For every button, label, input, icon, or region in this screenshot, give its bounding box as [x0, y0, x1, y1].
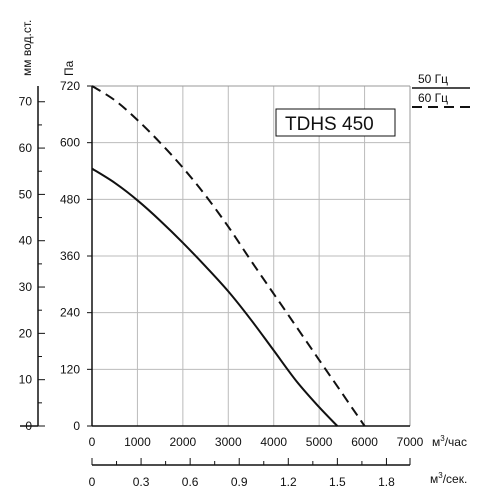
y-tick-label-mm-30: 30 — [19, 280, 33, 294]
grid — [92, 86, 410, 426]
series-line-50hz — [91, 167, 339, 427]
y-axis-pa-label: Па — [62, 60, 76, 76]
legend: 50 Гц 60 Гц — [412, 72, 470, 108]
x2-tick-label-1.5: 1.5 — [329, 475, 346, 489]
x-tick-label-0: 0 — [89, 435, 96, 449]
x2-tick-label-1.8: 1.8 — [378, 475, 395, 489]
legend-label-50hz: 50 Гц — [418, 72, 448, 86]
y-tick-label-mm-20: 20 — [19, 326, 33, 340]
y-axis-pa: 0 120 240 360 480 600 720 — [60, 79, 92, 433]
y-tick-label-mm-60: 60 — [19, 141, 33, 155]
x-tick-label-4000: 4000 — [260, 435, 287, 449]
x-axis-m3-sec: 0 0.3 0.6 0.9 1.2 1.5 1.8 — [89, 458, 411, 489]
y-tick-label-pa-480: 480 — [60, 192, 80, 206]
y-tick-label-pa-240: 240 — [60, 306, 80, 320]
y-tick-label-mm-40: 40 — [19, 234, 33, 248]
x-tick-label-5000: 5000 — [306, 435, 333, 449]
x2-tick-label-0.9: 0.9 — [231, 475, 248, 489]
legend-label-60hz: 60 Гц — [418, 91, 448, 105]
model-label: TDHS 450 — [285, 114, 374, 135]
x-tick-label-2000: 2000 — [170, 435, 197, 449]
y-tick-label-mm-10: 10 — [19, 373, 33, 387]
x-axis-m3-sec-label: м3/сек. — [430, 471, 467, 486]
x2-tick-label-0.6: 0.6 — [182, 475, 199, 489]
y-tick-label-pa-360: 360 — [60, 249, 80, 263]
x-tick-label-3000: 3000 — [215, 435, 242, 449]
x2-tick-label-0: 0 — [89, 475, 96, 489]
series-line-60hz — [91, 85, 366, 427]
model-box: TDHS 450 — [275, 108, 396, 137]
x-tick-label-7000: 7000 — [397, 435, 424, 449]
x2-tick-label-1.2: 1.2 — [280, 475, 297, 489]
y-tick-label-pa-0: 0 — [73, 419, 80, 433]
y-tick-label-mm-70: 70 — [19, 95, 33, 109]
x-axis-m3-hour: 0 1000 2000 3000 4000 5000 6000 7000 — [89, 435, 424, 449]
y-tick-label-pa-720: 720 — [60, 79, 80, 93]
x2-tick-label-0.3: 0.3 — [133, 475, 150, 489]
x-tick-label-6000: 6000 — [351, 435, 378, 449]
series-group — [91, 85, 366, 427]
y-tick-label-mm-50: 50 — [19, 187, 33, 201]
x-tick-label-1000: 1000 — [124, 435, 151, 449]
y-axis-mm-water-label: мм вод.ст. — [20, 20, 34, 76]
y-tick-label-pa-600: 600 — [60, 136, 80, 150]
y-tick-label-pa-120: 120 — [60, 362, 80, 376]
x-axis-m3-hour-label: м3/час — [432, 434, 467, 449]
